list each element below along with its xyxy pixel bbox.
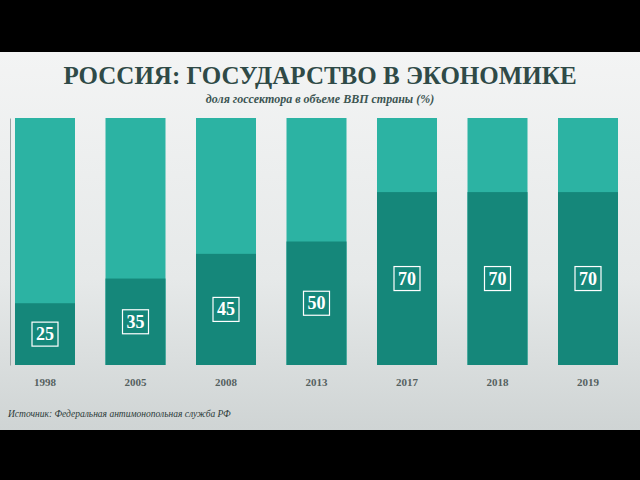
- x-tick: 2018: [486, 376, 509, 388]
- x-tick: 2017: [396, 376, 419, 388]
- data-label-group: 25: [32, 322, 58, 346]
- data-label-group: 70: [575, 267, 601, 291]
- letterbox: [0, 0, 640, 480]
- data-labels: 25 35 45 50 70 70 70: [32, 267, 601, 347]
- x-tick: 2013: [306, 376, 329, 388]
- bar-background: [286, 118, 346, 365]
- bar: [558, 192, 618, 365]
- bar-background: [467, 118, 527, 365]
- data-label: 50: [308, 293, 326, 313]
- bar: [105, 279, 165, 365]
- data-label: 45: [217, 299, 235, 319]
- bar-background: [558, 118, 618, 365]
- x-tick-label: 1998: [34, 376, 57, 388]
- title: РОССИЯ: ГОСУДАРСТВО В ЭКОНОМИКЕ: [63, 62, 576, 89]
- x-tick: 2019: [577, 376, 600, 388]
- data-label-box: [32, 322, 58, 346]
- x-tick: 2008: [215, 376, 238, 388]
- data-label: 70: [398, 269, 416, 289]
- x-tick-label: 2008: [215, 376, 238, 388]
- data-label: 70: [488, 269, 506, 289]
- data-label-box: [575, 267, 601, 291]
- x-tick-label: 2013: [306, 376, 329, 388]
- data-label-group: 35: [123, 310, 149, 334]
- data-label-group: 50: [304, 291, 330, 315]
- bar-background: [105, 118, 165, 365]
- data-label-group: 70: [484, 267, 510, 291]
- data-label-box: [484, 267, 510, 291]
- data-label-group: 70: [394, 267, 420, 291]
- data-label-box: [394, 267, 420, 291]
- background: [0, 52, 640, 430]
- chart: РОССИЯ: ГОСУДАРСТВО В ЭКОНОМИКЕ доля госс…: [0, 0, 640, 480]
- bars: [15, 118, 618, 365]
- x-axis: 1998 2005 2008 2013 2017 2018 2019: [34, 376, 599, 388]
- data-label-box: [304, 291, 330, 315]
- x-tick: 2005: [125, 376, 148, 388]
- y-axis: [10, 119, 11, 366]
- source: Источник: Федеральная антимонопольная сл…: [7, 409, 231, 419]
- bar: [467, 192, 527, 365]
- bar: [196, 254, 256, 365]
- bar-background: [377, 118, 437, 365]
- x-tick-label: 2005: [125, 376, 148, 388]
- x-tick-label: 2018: [486, 376, 509, 388]
- data-label: 35: [127, 312, 145, 332]
- data-label: 25: [36, 324, 54, 344]
- bar: [286, 242, 346, 366]
- bar: [15, 303, 75, 365]
- bar: [377, 192, 437, 365]
- data-label-box: [213, 297, 239, 321]
- data-label-box: [123, 310, 149, 334]
- data-label: 70: [579, 269, 597, 289]
- data-label-group: 45: [213, 297, 239, 321]
- x-tick: 1998: [34, 376, 57, 388]
- y-axis-line: [10, 119, 11, 366]
- x-tick-label: 2017: [396, 376, 419, 388]
- bar-background: [196, 118, 256, 365]
- subtitle: доля госсектора в объеме ВВП страны (%): [206, 92, 434, 106]
- bar-background: [15, 118, 75, 365]
- x-tick-label: 2019: [577, 376, 600, 388]
